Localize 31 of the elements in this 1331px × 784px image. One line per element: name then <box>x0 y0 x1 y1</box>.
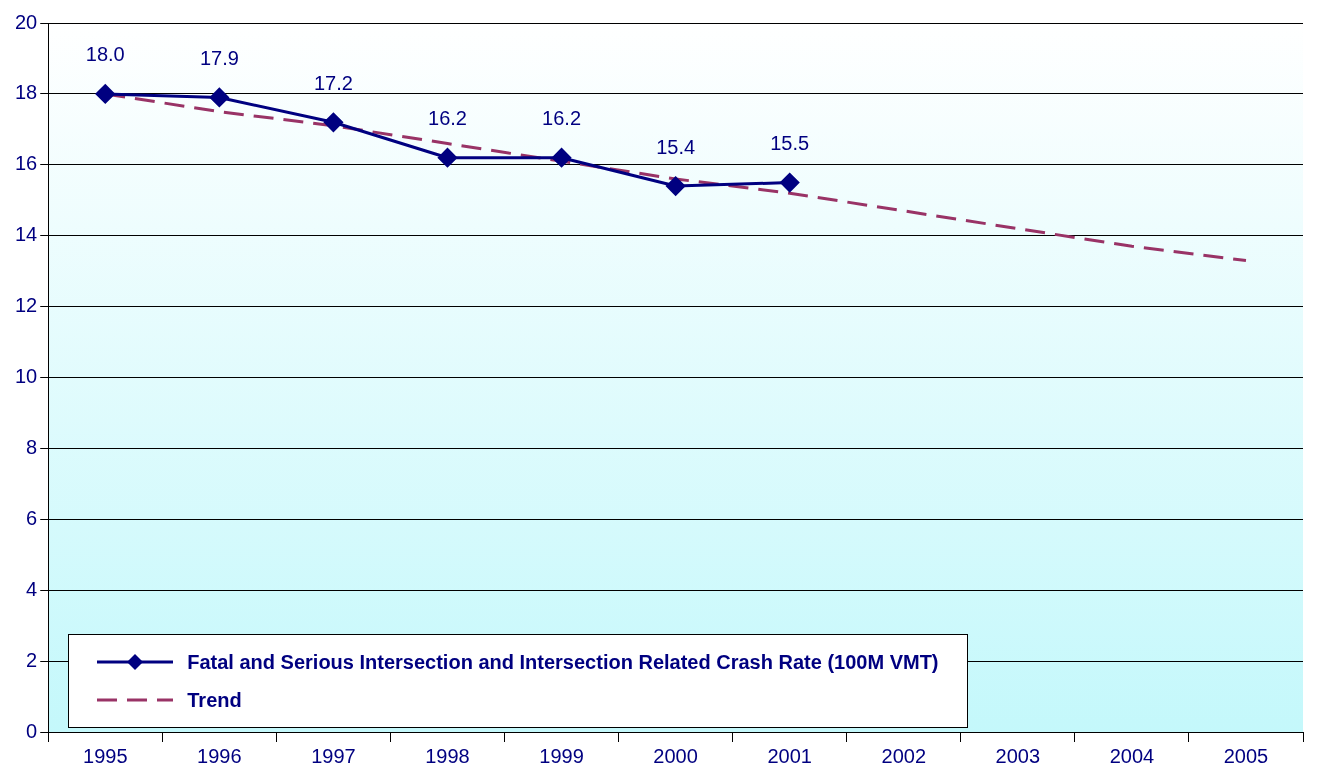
legend-label: Trend <box>187 688 242 712</box>
y-tick-label: 14 <box>15 223 38 246</box>
data-label: 18.0 <box>85 43 125 66</box>
x-tick-label: 1998 <box>425 744 470 767</box>
x-tick-label: 1995 <box>83 744 128 767</box>
data-label: 16.2 <box>542 107 582 130</box>
x-tick-label: 1996 <box>197 744 242 767</box>
legend-label: Fatal and Serious Intersection and Intersection Related Crash Rate (100M VMT) <box>187 650 939 674</box>
data-label: 17.9 <box>199 46 239 69</box>
y-tick-label: 4 <box>26 577 38 600</box>
x-tick-label: 2003 <box>995 744 1041 767</box>
x-tick-label: 2002 <box>881 744 927 767</box>
x-tick-label: 2005 <box>1223 744 1269 767</box>
y-tick-label: 2 <box>26 648 38 671</box>
data-label: 16.2 <box>428 107 467 130</box>
x-tick-label: 1999 <box>539 744 584 767</box>
x-tick-label: 1997 <box>311 744 356 767</box>
y-tick-label: 0 <box>26 719 38 742</box>
y-tick-label: 6 <box>26 506 38 529</box>
y-tick-label: 12 <box>15 294 38 317</box>
y-tick-label: 10 <box>15 365 38 388</box>
y-tick-label: 20 <box>15 10 38 33</box>
x-tick-label: 2001 <box>767 744 812 767</box>
x-tick-label: 2000 <box>653 744 698 767</box>
data-label: 17.2 <box>313 71 353 94</box>
y-tick-label: 16 <box>15 152 38 175</box>
x-tick-label: 2004 <box>1109 744 1155 767</box>
data-label: 15.5 <box>770 132 810 155</box>
y-tick-label: 18 <box>15 81 38 104</box>
y-tick-label: 8 <box>26 435 38 458</box>
data-label: 15.4 <box>656 135 696 158</box>
